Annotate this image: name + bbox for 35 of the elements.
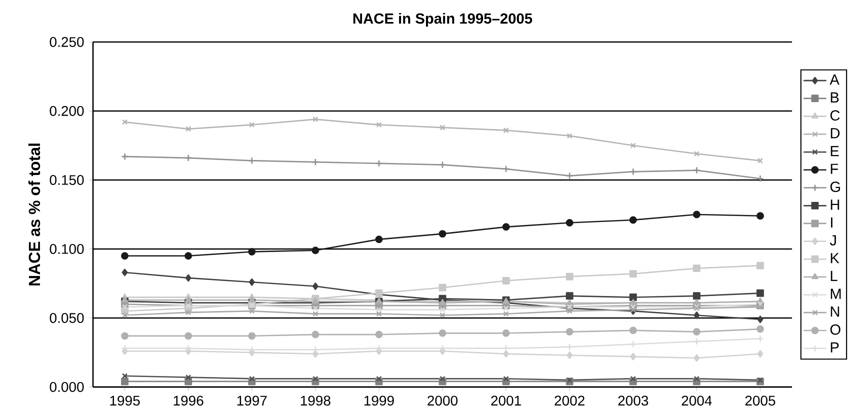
legend-label: E (830, 146, 839, 156)
y-tick-label: 0.250 (50, 37, 84, 47)
legend-label: A (830, 74, 840, 85)
legend-label: N (830, 306, 840, 317)
legend-label: H (830, 200, 840, 210)
x-tick-label: 2005 (745, 396, 776, 406)
y-tick-label: 0.150 (50, 175, 84, 185)
legend-label: L (830, 270, 838, 281)
x-tick-label: 2003 (618, 396, 648, 406)
x-tick-label: 1999 (364, 396, 394, 406)
x-tick-label: 1997 (237, 396, 267, 406)
x-tick-label: 2001 (491, 396, 521, 406)
legend-label: O (830, 324, 840, 335)
x-tick-label: 1998 (300, 396, 330, 406)
legend-label: J (830, 235, 836, 246)
y-tick-label: 0.000 (50, 382, 84, 392)
chart-title: NACE in Spain 1995–2005 (353, 12, 532, 27)
legend-label: F (830, 164, 838, 174)
legend-label: K (830, 253, 840, 264)
legend-label: B (830, 92, 839, 102)
legend-label: P (830, 342, 839, 352)
y-tick-label: 0.100 (50, 244, 84, 254)
legend-label: D (830, 128, 840, 138)
x-tick-label: 2002 (554, 396, 584, 406)
legend-label: M (830, 288, 841, 299)
x-tick-label: 2000 (428, 396, 458, 406)
y-tick-label: 0.050 (50, 313, 84, 323)
legend-label: C (830, 110, 840, 121)
x-tick-label: 1996 (174, 396, 204, 406)
y-axis-title: NACE as % of total (28, 144, 40, 286)
legend-label: G (830, 182, 840, 192)
x-tick-label: 2004 (682, 396, 712, 406)
legend-label: I (831, 217, 832, 228)
x-tick-label: 1995 (110, 396, 140, 406)
y-tick-label: 0.200 (50, 106, 84, 116)
